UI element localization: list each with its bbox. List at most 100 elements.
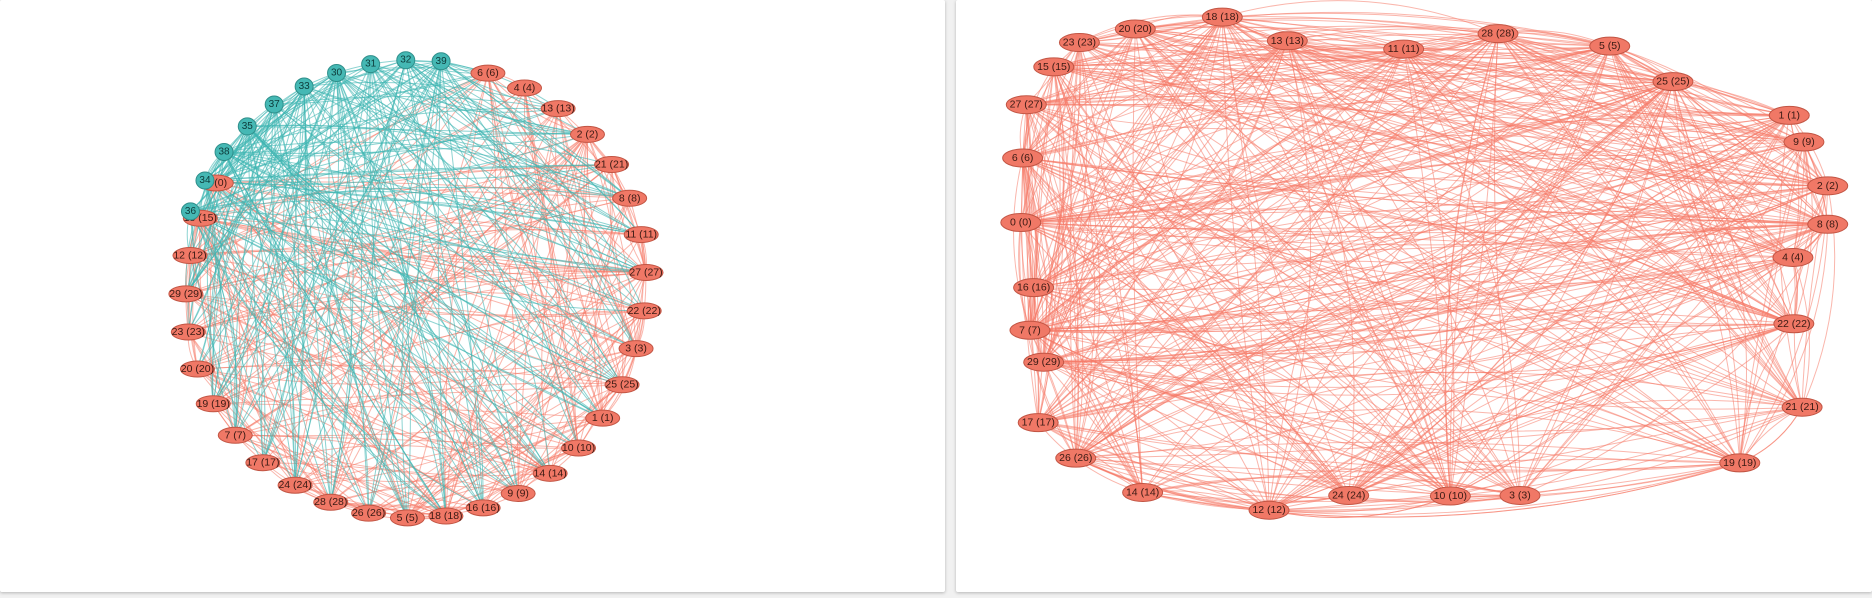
- right-edge: [1142, 458, 1740, 493]
- left-salmon-node[interactable]: 8 (8): [612, 189, 648, 207]
- right-node[interactable]: 11 (11): [1383, 39, 1425, 59]
- left-salmon-node[interactable]: 23 (23): [170, 323, 206, 341]
- left-salmon-node[interactable]: 16 (16): [465, 499, 501, 517]
- right-node-shape: [1058, 33, 1100, 53]
- right-node[interactable]: 2 (2): [1807, 176, 1849, 196]
- left-edge: [223, 151, 519, 494]
- right-node-label: 4 (4): [1782, 251, 1804, 263]
- left-teal-node[interactable]: 37: [264, 95, 284, 114]
- left-network-graph[interactable]: 6 (6) 4 (4) 13 (13) 2 (2) 21 (21) 8 (8) 11 (11…: [0, 0, 945, 592]
- left-salmon-node-label: 23 (23): [172, 326, 205, 338]
- left-salmon-node[interactable]: 5 (5): [389, 509, 425, 527]
- right-node[interactable]: 1 (1): [1768, 105, 1810, 125]
- left-teal-node[interactable]: 39: [431, 52, 451, 71]
- right-node-shape: [1652, 72, 1694, 92]
- left-salmon-node[interactable]: 6 (6): [470, 64, 506, 82]
- right-node[interactable]: 23 (23): [1058, 33, 1100, 53]
- left-teal-node[interactable]: 36: [180, 202, 200, 221]
- left-salmon-node[interactable]: 14 (14): [532, 464, 568, 482]
- left-teal-node[interactable]: 38: [214, 142, 234, 161]
- left-salmon-node[interactable]: 9 (9): [500, 484, 536, 502]
- left-edge: [405, 59, 588, 135]
- right-node[interactable]: 19 (19): [1719, 453, 1761, 473]
- right-edge: [1053, 66, 1794, 325]
- right-edge: [1026, 33, 1499, 106]
- left-edge: [368, 60, 421, 514]
- left-teal-node[interactable]: 30: [327, 63, 347, 82]
- right-node[interactable]: 29 (29): [1023, 352, 1065, 372]
- right-node[interactable]: 8 (8): [1807, 214, 1849, 234]
- right-edge: [1022, 157, 1350, 496]
- left-salmon-node[interactable]: 22 (22): [626, 302, 662, 320]
- right-node[interactable]: 7 (7): [1009, 320, 1051, 340]
- right-edge: [1519, 406, 1803, 496]
- right-edge: [1025, 66, 1055, 288]
- left-salmon-node[interactable]: 21 (21): [594, 156, 630, 174]
- right-node[interactable]: 6 (6): [1002, 148, 1044, 168]
- left-salmon-node[interactable]: 13 (13): [540, 100, 576, 118]
- left-edge: [212, 61, 442, 405]
- right-network-graph[interactable]: 18 (18) 20 (20) 23 (23) 13 (13) 11 (11) 28 (2…: [956, 0, 1872, 592]
- right-node[interactable]: 4 (4): [1772, 247, 1814, 267]
- right-node[interactable]: 20 (20): [1114, 19, 1156, 39]
- left-salmon-node[interactable]: 1 (1): [585, 409, 621, 427]
- right-node[interactable]: 27 (27): [1005, 95, 1047, 115]
- right-node[interactable]: 12 (12): [1248, 500, 1290, 520]
- right-node[interactable]: 15 (15): [1033, 57, 1075, 77]
- left-teal-node[interactable]: 32: [396, 51, 416, 70]
- right-node[interactable]: 22 (22): [1773, 314, 1815, 334]
- left-teal-node[interactable]: 34: [195, 171, 215, 190]
- right-edge: [1043, 16, 1223, 363]
- left-salmon-node[interactable]: 17 (17): [245, 454, 281, 472]
- right-edge: [1043, 257, 1794, 363]
- left-salmon-node[interactable]: 4 (4): [507, 79, 543, 97]
- right-node[interactable]: 21 (21): [1781, 397, 1823, 417]
- left-salmon-node-shape: [561, 439, 597, 457]
- left-teal-node[interactable]: 35: [237, 117, 257, 136]
- left-teal-node-label: 38: [218, 146, 230, 157]
- right-node[interactable]: 26 (26): [1055, 448, 1097, 468]
- right-node[interactable]: 17 (17): [1017, 413, 1059, 433]
- left-salmon-node[interactable]: 25 (25): [604, 376, 640, 394]
- right-node[interactable]: 28 (28): [1477, 24, 1519, 44]
- right-node-label: 23 (23): [1063, 37, 1096, 49]
- left-salmon-node[interactable]: 26 (26): [351, 504, 387, 522]
- right-node[interactable]: 0 (0): [1000, 213, 1042, 233]
- left-salmon-node-shape: [428, 507, 464, 525]
- right-edge: [1037, 66, 1061, 423]
- left-salmon-node[interactable]: 29 (29): [168, 285, 204, 303]
- right-edge: [1268, 115, 1790, 511]
- right-edge: [1029, 81, 1673, 331]
- right-node[interactable]: 14 (14): [1122, 482, 1164, 502]
- left-teal-node-shape: [195, 171, 215, 190]
- right-node[interactable]: 5 (5): [1589, 36, 1631, 56]
- left-salmon-node[interactable]: 24 (24): [277, 476, 313, 494]
- left-edge: [246, 126, 296, 486]
- right-node[interactable]: 25 (25): [1652, 72, 1694, 92]
- left-salmon-node[interactable]: 28 (28): [313, 493, 349, 511]
- right-node[interactable]: 24 (24): [1328, 485, 1370, 505]
- left-teal-node[interactable]: 33: [294, 77, 314, 96]
- left-salmon-node[interactable]: 19 (19): [195, 395, 231, 413]
- left-teal-node[interactable]: 31: [361, 55, 381, 74]
- right-node[interactable]: 9 (9): [1783, 132, 1825, 152]
- left-salmon-node[interactable]: 18 (18): [428, 507, 464, 525]
- right-node[interactable]: 10 (10): [1429, 486, 1471, 506]
- right-edge: [1079, 42, 1794, 325]
- left-salmon-node[interactable]: 7 (7): [217, 426, 253, 444]
- right-node[interactable]: 3 (3): [1499, 485, 1541, 505]
- left-salmon-node[interactable]: 27 (27): [628, 263, 664, 281]
- left-edge: [440, 61, 637, 349]
- right-node[interactable]: 16 (16): [1013, 278, 1055, 298]
- left-salmon-node-shape: [585, 409, 621, 427]
- right-node[interactable]: 18 (18): [1201, 7, 1243, 27]
- left-salmon-node[interactable]: 2 (2): [569, 125, 605, 143]
- left-salmon-node[interactable]: 3 (3): [618, 340, 654, 358]
- left-salmon-node[interactable]: 10 (10): [561, 439, 597, 457]
- right-node[interactable]: 13 (13): [1266, 31, 1308, 51]
- left-salmon-node[interactable]: 12 (12): [172, 247, 208, 265]
- left-salmon-node[interactable]: 11 (11): [623, 226, 659, 244]
- right-edge: [1075, 457, 1740, 503]
- left-salmon-node-label: 18 (18): [429, 510, 462, 522]
- left-salmon-node[interactable]: 20 (20): [179, 360, 215, 378]
